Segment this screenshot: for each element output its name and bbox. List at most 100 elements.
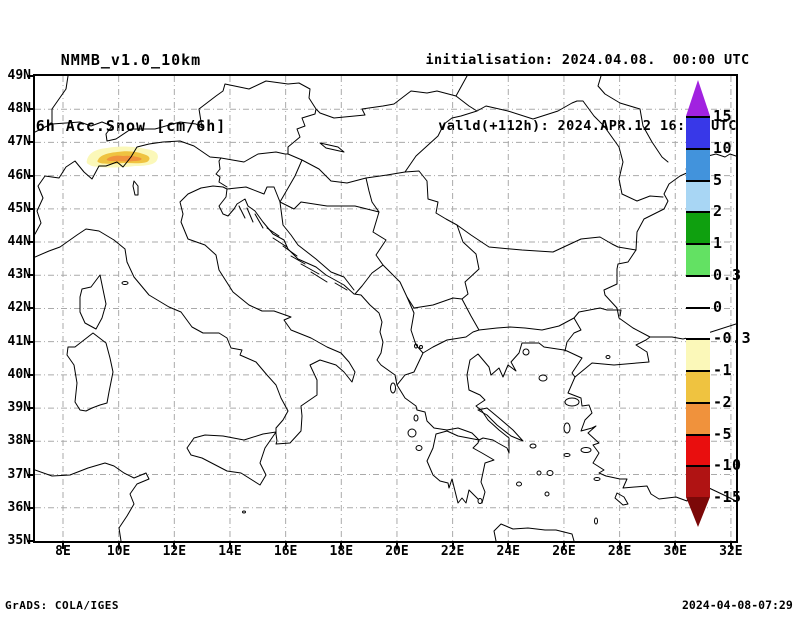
island-euboea: [477, 407, 524, 442]
coastline-mainland: [35, 153, 736, 454]
lon-tick-label: 22E: [440, 544, 465, 559]
colorbar-segment--10to-5: [686, 433, 710, 466]
creation-timestamp: 2024-04-08-07:29: [682, 598, 793, 612]
lake-prespa: [419, 345, 423, 349]
lat-tick-label: 45N: [7, 200, 31, 216]
map-frame: [33, 74, 738, 543]
lon-tick-mark: [228, 543, 231, 549]
colorbar-tick-label: -15: [713, 488, 742, 506]
colorbar-segment-1to2: [686, 211, 710, 243]
colorbar-arrow-above-15: [686, 80, 710, 116]
lat-tick-mark: [27, 207, 33, 210]
lon-tick-mark: [173, 543, 176, 549]
colorbar-tick-label: 5: [713, 170, 723, 189]
lon-tick-label: 28E: [607, 544, 632, 559]
coastlines-and-borders: [35, 76, 736, 541]
lat-tick-label: 49N: [7, 68, 31, 83]
product-title: 6h Acc.Snow [cm/6h]: [35, 117, 227, 135]
lat-tick-mark: [27, 539, 33, 542]
island-crete: [493, 523, 575, 541]
lon-tick-label: 24E: [496, 544, 520, 559]
lon-tick-label: 8E: [55, 544, 71, 559]
colorbar-tick-label: -1: [713, 361, 733, 379]
colorbar-segment--0.3to0: [686, 306, 710, 339]
lat-tick-mark: [27, 440, 33, 443]
coastline-peloponnese: [426, 430, 495, 504]
colorbar-tick-label: -2: [713, 392, 733, 411]
small-islands: [121, 281, 611, 525]
lat-tick-mark: [27, 307, 33, 310]
coastline-north-africa: [35, 462, 150, 541]
lon-tick-label: 18E: [329, 544, 354, 559]
colorbar-tick-label: 0.3: [713, 265, 742, 284]
lat-tick-mark: [27, 274, 33, 277]
colorbar-tick-label: 1: [713, 234, 723, 252]
colorbar-tick-label: -10: [713, 456, 742, 475]
lat-tick-mark: [27, 75, 33, 77]
lat-tick-mark: [27, 141, 33, 144]
snow-patch-core: [106, 155, 142, 162]
lon-tick-mark: [62, 543, 64, 549]
header-left: NMMB_v1.0_10km 6h Acc.Snow [cm/6h]: [26, 5, 236, 159]
lon-tick-mark: [507, 543, 510, 549]
lat-tick-label: 38N: [7, 433, 31, 449]
lon-tick-label: 26E: [552, 544, 576, 559]
lon-tick-mark: [674, 543, 677, 549]
island-rhodes: [614, 492, 629, 506]
colorbar-segment-10to15: [686, 116, 710, 148]
colorbar-segment-0.3to1: [686, 243, 710, 275]
lat-tick-label: 35N: [7, 532, 31, 548]
lakes: [132, 142, 423, 349]
lon-tick-label: 20E: [385, 544, 409, 559]
colorbar-segment--15to-10: [686, 465, 710, 497]
lon-tick-mark: [117, 543, 120, 549]
colorbar-segment-5to10: [686, 147, 710, 180]
island-sicily: [186, 431, 277, 486]
colorbar-tick-label: 0: [713, 297, 723, 316]
lon-tick-mark: [562, 543, 565, 549]
lon-tick-label: 14E: [218, 544, 242, 559]
lat-tick-mark: [27, 373, 33, 376]
lat-tick-label: 36N: [7, 499, 31, 515]
lat-tick-label: 44N: [7, 234, 31, 250]
colorbar-segment-2to5: [686, 179, 710, 212]
lat-tick-mark: [27, 506, 33, 509]
colorbar-segment--1to-0.3: [686, 338, 710, 370]
lat-tick-label: 48N: [7, 101, 31, 117]
lat-tick-label: 37N: [7, 466, 31, 482]
lon-tick-mark: [618, 543, 621, 549]
lon-tick-mark: [340, 543, 343, 549]
colorbar-arrow-below-minus15: [686, 497, 710, 527]
lat-tick-label: 40N: [7, 366, 31, 382]
lake-balaton: [319, 142, 345, 153]
lon-tick-label: 30E: [663, 544, 687, 559]
lat-tick-mark: [27, 407, 33, 410]
lat-tick-label: 41N: [7, 333, 31, 349]
map-canvas: [35, 76, 736, 541]
lat-tick-mark: [27, 473, 33, 476]
lon-tick-label: 10E: [106, 544, 131, 559]
lat-tick-label: 42N: [7, 300, 31, 316]
lat-tick-label: 39N: [7, 400, 31, 416]
colorbar-segment--2to-1: [686, 370, 710, 402]
model-title: NMMB_v1.0_10km: [60, 51, 202, 69]
island-corsica: [79, 274, 107, 330]
colorbar-segment-0to0.3: [686, 274, 710, 307]
colorbar: [686, 80, 710, 527]
lat-tick-mark: [27, 174, 33, 177]
lat-tick-mark: [27, 340, 33, 343]
lon-tick-mark: [451, 543, 454, 549]
colorbar-tick-label: -5: [713, 424, 733, 443]
lat-tick-mark: [27, 108, 33, 111]
grads-credit: GrADS: COLA/IGES: [5, 599, 119, 612]
lon-tick-mark: [729, 543, 732, 549]
colorbar-tick-label: 15: [713, 107, 733, 125]
colorbar-tick-label: -0.3: [713, 329, 752, 348]
coastline-turkey-blacksea: [649, 323, 736, 340]
lon-tick-label: 32E: [719, 544, 743, 559]
lon-tick-mark: [284, 543, 287, 549]
dalmatian-islands: [238, 205, 348, 291]
lake-garda: [132, 180, 139, 196]
colorbar-segment--5to-2: [686, 401, 710, 434]
